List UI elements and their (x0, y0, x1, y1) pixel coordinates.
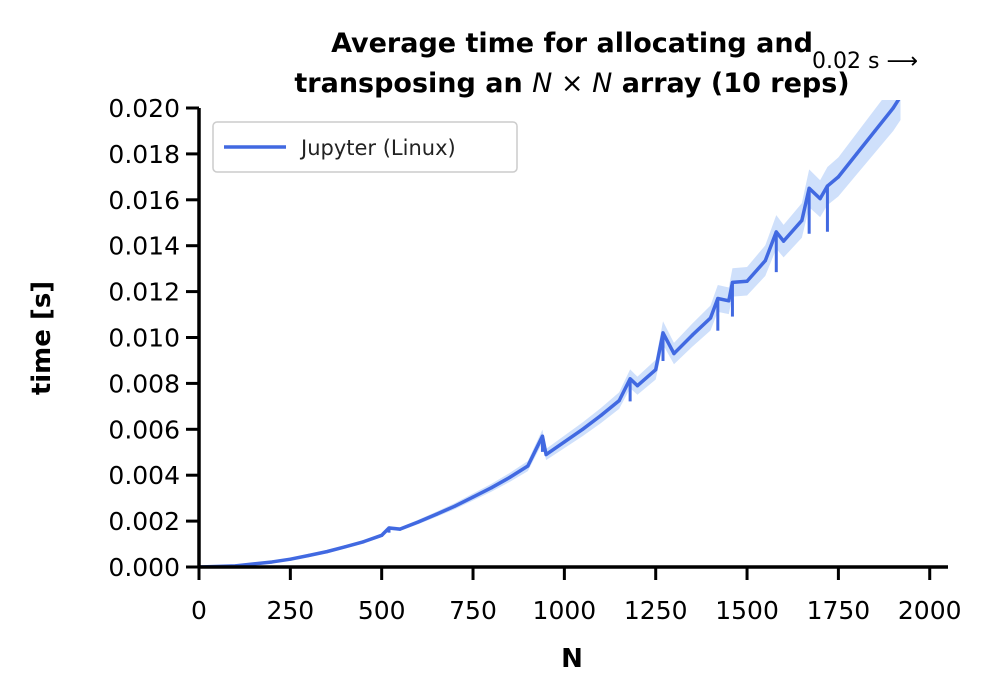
data-point (716, 296, 720, 301)
data-point (628, 377, 632, 381)
x-tick-label: 1500 (715, 596, 779, 625)
legend: Jupyter (Linux) (212, 121, 518, 173)
x-tick-label: 750 (449, 596, 497, 625)
chart-title-line2-a: transposing an (294, 68, 532, 99)
y-tick-label: 0.016 (108, 186, 180, 215)
data-point (836, 175, 840, 179)
plot-area (199, 95, 902, 567)
y-tick-label: 0.004 (108, 461, 180, 490)
x-tick-label: 0 (191, 596, 207, 625)
data-point (599, 413, 603, 418)
data-point (270, 560, 274, 564)
x-tick-label: 1000 (533, 596, 597, 625)
data-point (690, 333, 694, 337)
limit-annotation: 0.02 s ⟶ (812, 49, 918, 74)
data-point (899, 95, 902, 98)
x-tick-label: 500 (358, 596, 406, 625)
data-point (745, 279, 749, 283)
data-point (873, 129, 877, 133)
data-point (800, 218, 804, 223)
x-ticks: 0 250 500 750 1000 1250 1500 1750 2000 (191, 567, 962, 625)
data-point (387, 526, 391, 530)
data-point (818, 197, 822, 201)
data-point (416, 520, 420, 524)
data-point (361, 540, 366, 544)
chart-title-math: N × N (532, 68, 612, 99)
data-point (635, 384, 640, 388)
y-tick-label: 0.000 (108, 553, 180, 582)
data-point (730, 280, 735, 285)
data-point (661, 331, 665, 335)
data-point (544, 452, 548, 457)
data-point (343, 545, 347, 549)
x-tick-label: 2000 (898, 596, 962, 625)
x-tick-label: 1750 (807, 596, 871, 625)
chart-title-line2: transposing an N × N array (10 reps) (294, 68, 849, 99)
data-point (727, 299, 731, 303)
data-point (471, 495, 475, 499)
data-point (855, 152, 859, 156)
data-point (807, 186, 811, 190)
y-tick-label: 0.006 (108, 415, 180, 444)
legend-label-jupyter: Jupyter (Linux) (299, 136, 456, 160)
x-tick-label: 1250 (624, 596, 688, 625)
data-point (891, 106, 895, 110)
y-tick-label: 0.002 (108, 507, 180, 536)
y-tick-label: 0.018 (108, 140, 180, 169)
data-point (540, 434, 545, 438)
chart-title-line1: Average time for allocating and (331, 28, 813, 59)
y-ticks: 0.000 0.002 0.004 0.006 0.008 0.010 0.012 0.014… (108, 94, 199, 582)
y-tick-label: 0.014 (108, 232, 180, 261)
data-point (672, 351, 676, 356)
data-point (307, 553, 311, 558)
y-tick-label: 0.010 (108, 324, 180, 353)
data-point (380, 533, 384, 537)
data-point (507, 475, 512, 480)
data-point (325, 550, 329, 554)
x-axis-label: N (561, 644, 583, 674)
x-tick-label: 250 (266, 596, 314, 625)
data-point (781, 239, 786, 243)
data-point (825, 184, 830, 188)
data-point (774, 230, 778, 234)
data-point (489, 486, 493, 490)
data-point (526, 464, 530, 468)
data-point (654, 368, 658, 372)
data-point (398, 527, 402, 531)
data-point (453, 504, 457, 508)
legend-box (212, 121, 518, 173)
y-tick-label: 0.008 (108, 369, 180, 398)
data-point (708, 316, 713, 320)
y-axis-label: time [s] (27, 281, 57, 395)
y-tick-label: 0.012 (108, 278, 180, 307)
data-point (617, 399, 621, 403)
data-point (434, 512, 439, 516)
data-point (581, 427, 585, 431)
data-point (562, 440, 566, 444)
data-point (288, 557, 292, 561)
data-point (763, 259, 767, 263)
chart-title-line2-b: array (10 reps) (612, 68, 849, 99)
y-tick-label: 0.020 (108, 94, 180, 123)
